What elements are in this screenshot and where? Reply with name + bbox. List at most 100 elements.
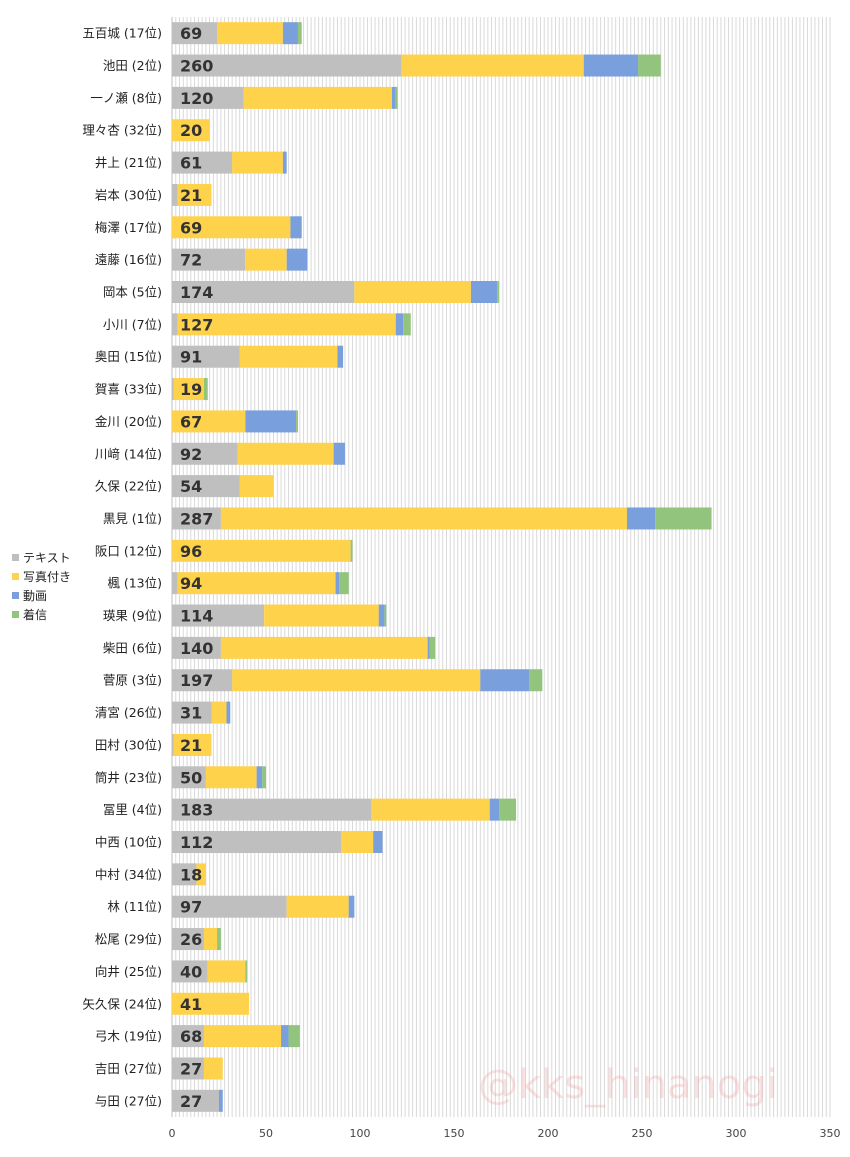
category-label: 久保 (22位)	[95, 479, 162, 494]
bar-segment	[172, 378, 174, 401]
category-label: 小川 (7位)	[103, 317, 162, 332]
total-data-label: 31	[180, 704, 202, 723]
total-data-label: 69	[180, 218, 202, 237]
total-data-label: 68	[180, 1027, 202, 1046]
total-data-label: 114	[180, 607, 213, 626]
bar-segment	[217, 928, 221, 951]
bar-segment	[529, 669, 543, 692]
total-data-label: 27	[180, 1059, 202, 1078]
category-label: 遠藤 (16位)	[95, 252, 162, 267]
bar-segment	[339, 572, 349, 595]
bar-segment	[239, 345, 338, 368]
bar-segment	[172, 183, 178, 206]
legend-label: 写真付き	[23, 570, 72, 584]
category-label: 松尾 (29位)	[95, 932, 162, 947]
bar-segment	[239, 475, 274, 498]
bar-segment	[348, 895, 355, 918]
bar-segment	[172, 766, 206, 789]
bar-segment	[282, 22, 298, 45]
bar-segment	[245, 960, 248, 983]
legend-swatch-icon	[12, 573, 19, 580]
category-label: 阪口 (12位)	[95, 543, 162, 558]
category-label: 岩本 (30位)	[95, 187, 162, 202]
bar-segment	[378, 604, 385, 627]
bar-segment	[177, 313, 396, 336]
total-data-label: 140	[180, 639, 213, 658]
bar-segment	[172, 798, 372, 821]
legend-item: 動画	[12, 586, 71, 605]
total-data-label: 40	[180, 962, 202, 981]
bar-segment	[211, 701, 227, 724]
total-data-label: 54	[180, 477, 202, 496]
total-data-label: 27	[180, 1092, 202, 1111]
category-label: 金川 (20位)	[95, 414, 162, 429]
total-data-label: 127	[180, 315, 213, 334]
category-label: 菅原 (3位)	[103, 673, 162, 688]
bar-segment	[286, 895, 349, 918]
bar-segment	[282, 151, 287, 174]
category-label: 川﨑 (14位)	[95, 446, 162, 461]
bar-segment	[219, 1089, 223, 1112]
category-label: 奥田 (15位)	[95, 349, 162, 364]
total-data-label: 21	[180, 186, 202, 205]
bar-segment	[172, 636, 221, 659]
total-data-label: 174	[180, 283, 213, 302]
legend-swatch-icon	[12, 611, 19, 618]
bar-segment	[403, 313, 411, 336]
bar-segment	[172, 313, 178, 336]
category-label: 賀喜 (33位)	[95, 382, 162, 397]
legend-label: 着信	[23, 608, 48, 622]
category-label: 池田 (2位)	[103, 58, 162, 73]
x-tick-label: 250	[632, 1127, 653, 1140]
bar-segment	[335, 572, 340, 595]
bar-segment	[172, 992, 250, 1015]
bar-segment	[172, 442, 238, 465]
total-data-label: 183	[180, 801, 213, 820]
category-label: 岡本 (5位)	[103, 285, 162, 300]
bar-segment	[172, 863, 197, 886]
bar-segment	[172, 86, 244, 109]
bar-segment	[196, 863, 206, 886]
total-data-label: 69	[180, 24, 202, 43]
category-label: 吉田 (27位)	[95, 1061, 162, 1076]
bar-segment	[354, 281, 471, 303]
bar-segment	[172, 572, 178, 595]
bar-segment	[264, 604, 379, 627]
category-label: 与田 (27位)	[95, 1093, 162, 1108]
bar-segment	[281, 1025, 289, 1048]
category-label: 矢久保 (24位)	[82, 996, 162, 1011]
total-data-label: 26	[180, 930, 202, 949]
category-label: 一ノ瀬 (8位)	[90, 90, 162, 105]
x-tick-label: 100	[350, 1127, 371, 1140]
bar-segment	[373, 831, 383, 853]
total-data-label: 120	[180, 89, 213, 108]
bar-segment	[638, 54, 661, 77]
total-data-label: 67	[180, 412, 202, 431]
bar-segment	[207, 960, 246, 983]
bar-segment	[391, 86, 396, 109]
x-tick-label: 50	[259, 1127, 273, 1140]
total-data-label: 112	[180, 833, 213, 852]
bar-segment	[172, 151, 233, 174]
bar-segment	[286, 248, 308, 271]
x-tick-label: 150	[444, 1127, 465, 1140]
bar-segment	[626, 507, 656, 530]
bar-segment	[470, 281, 498, 303]
x-tick-label: 0	[169, 1127, 176, 1140]
bar-segment	[497, 281, 500, 303]
bar-segment	[290, 216, 302, 239]
watermark-text: @kks_hinanogi	[478, 1062, 778, 1108]
total-data-label: 18	[180, 865, 202, 884]
bar-segment	[172, 1025, 204, 1048]
bar-segment	[480, 669, 530, 692]
bar-segment	[350, 539, 353, 562]
legend-label: テキスト	[23, 551, 71, 565]
category-label: 瑛果 (9位)	[103, 608, 162, 623]
bar-segment	[205, 766, 257, 789]
bar-segment	[499, 798, 517, 821]
bar-segment	[288, 1025, 300, 1048]
category-label: 楓 (13位)	[107, 576, 162, 591]
total-data-label: 21	[180, 736, 202, 755]
category-label: 中村 (34位)	[95, 867, 162, 882]
